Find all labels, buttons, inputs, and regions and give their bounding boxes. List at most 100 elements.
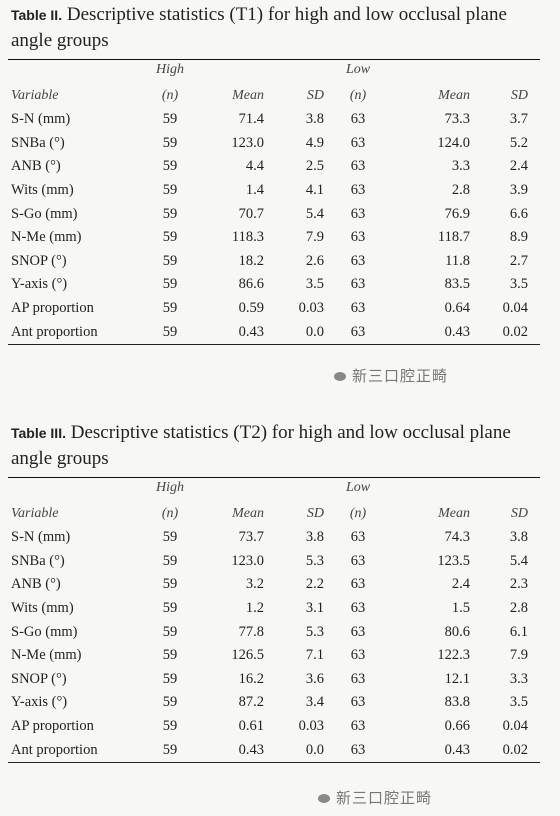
table-caption: Table II. Descriptive statistics (T1) fo…	[8, 2, 540, 53]
cell-low-sd: 7.9	[509, 647, 528, 664]
cell-low-n: 63	[350, 205, 366, 222]
table-caption: Table III. Descriptive statistics (T2) f…	[8, 420, 540, 471]
cell-high-sd: 5.3	[305, 623, 324, 640]
row-padding	[528, 522, 540, 550]
cell-low-sd: 2.4	[509, 158, 528, 175]
cell-low-mean: 83.5	[444, 276, 470, 293]
cell-low-n: 63	[350, 552, 366, 569]
cell-high-mean: 16.2	[238, 670, 264, 687]
cell-high-sd: 0.03	[298, 300, 324, 317]
cell-high-mean: 123.0	[231, 134, 264, 151]
row-padding	[528, 297, 540, 321]
row-padding	[528, 155, 540, 179]
cell-high-mean: 1.4	[245, 182, 264, 199]
row-variable: N-Me (mm)	[11, 229, 82, 246]
cell-high-n: 59	[162, 741, 178, 758]
cell-low-mean: 0.43	[444, 323, 470, 340]
table-row: SNBa (°) 59 123.0 4.9 63 124.0 5.2	[8, 132, 540, 156]
row-padding	[528, 644, 540, 668]
cell-low-sd: 3.8	[509, 529, 528, 546]
cell-high-n: 59	[162, 647, 178, 664]
cell-high-sd: 5.3	[305, 552, 324, 569]
row-variable: SNBa (°)	[11, 552, 65, 569]
row-variable: AP proportion	[11, 718, 94, 735]
row-variable: ANB (°)	[11, 158, 61, 175]
col-sd-low: SD	[510, 88, 528, 103]
row-variable: SNOP (°)	[11, 252, 67, 269]
row-variable: Ant proportion	[11, 741, 98, 758]
watermark-text: 新三口腔正畸	[352, 367, 449, 385]
cell-high-n: 59	[162, 529, 178, 546]
cell-low-mean: 123.5	[437, 552, 470, 569]
cell-high-sd: 3.6	[305, 670, 324, 687]
table-header: High Low Variable (n) Mean SD (n) Mean S…	[8, 478, 540, 522]
table-row: AP proportion 59 0.59 0.03 63 0.64 0.04	[8, 297, 540, 321]
table-row: ANB (°) 59 4.4 2.5 63 3.3 2.4	[8, 155, 540, 179]
table-row: N-Me (mm) 59 118.3 7.9 63 118.7 8.9	[8, 226, 540, 250]
cell-low-mean: 118.7	[437, 229, 470, 246]
table-body: S-N (mm) 59 71.4 3.8 63 73.3 3.7 SNBa (°) 59 123.…	[8, 104, 540, 344]
row-variable: Y-axis (°)	[11, 694, 68, 711]
row-padding	[528, 668, 540, 692]
row-padding	[528, 620, 540, 644]
cell-low-n: 63	[350, 694, 366, 711]
cell-low-mean: 83.8	[444, 694, 470, 711]
wechat-icon	[318, 794, 330, 803]
cell-high-mean: 18.2	[238, 252, 264, 269]
row-padding	[528, 320, 540, 344]
group-high-label: High	[156, 480, 184, 495]
cell-high-n: 59	[162, 576, 178, 593]
wechat-icon	[334, 372, 346, 381]
cell-high-sd: 4.9	[305, 134, 324, 151]
cell-low-n: 63	[350, 600, 366, 617]
group-low-label: Low	[345, 480, 371, 495]
row-padding	[528, 132, 540, 156]
row-variable: S-N (mm)	[11, 111, 71, 128]
row-padding	[528, 104, 540, 132]
cell-high-n: 59	[162, 111, 178, 128]
cell-high-mean: 71.4	[238, 111, 264, 128]
cell-high-sd: 0.03	[298, 718, 324, 735]
table-row: Y-axis (°) 59 87.2 3.4 63 83.8 3.5	[8, 691, 540, 715]
cell-low-n: 63	[350, 529, 366, 546]
cell-high-n: 59	[162, 670, 178, 687]
col-n-low: (n)	[349, 506, 367, 521]
col-variable: Variable	[11, 506, 59, 521]
row-variable: S-Go (mm)	[11, 623, 78, 640]
row-padding	[528, 202, 540, 226]
table-row: S-Go (mm) 59 70.7 5.4 63 76.9 6.6	[8, 202, 540, 226]
row-variable: S-N (mm)	[11, 529, 71, 546]
cell-low-n: 63	[350, 229, 366, 246]
cell-low-mean: 80.6	[444, 623, 470, 640]
cell-low-mean: 2.4	[451, 576, 470, 593]
cell-high-n: 59	[162, 158, 178, 175]
cell-low-mean: 2.8	[451, 182, 470, 199]
cell-low-sd: 3.5	[509, 694, 528, 711]
col-n-low: (n)	[349, 88, 367, 103]
cell-high-n: 59	[162, 229, 178, 246]
cell-low-mean: 122.3	[437, 647, 470, 664]
cell-low-sd: 5.4	[509, 552, 528, 569]
cell-high-n: 59	[162, 205, 178, 222]
cell-low-n: 63	[350, 623, 366, 640]
cell-low-sd: 0.02	[502, 741, 528, 758]
cell-high-sd: 7.1	[305, 647, 324, 664]
row-padding	[528, 179, 540, 203]
watermark: 新三口腔正畸	[318, 787, 432, 808]
cell-high-n: 59	[162, 623, 178, 640]
cell-high-mean: 4.4	[245, 158, 264, 175]
cell-low-n: 63	[350, 300, 366, 317]
table-label: Table III.	[11, 425, 66, 441]
row-padding	[528, 715, 540, 739]
col-mean-low: Mean	[438, 88, 470, 103]
cell-low-n: 63	[350, 134, 366, 151]
cell-high-sd: 3.1	[305, 600, 324, 617]
table-row: Wits (mm) 59 1.4 4.1 63 2.8 3.9	[8, 179, 540, 203]
group-low-label: Low	[345, 62, 371, 77]
row-padding	[528, 250, 540, 274]
cell-high-mean: 73.7	[238, 529, 264, 546]
table-header: High Low Variable (n) Mean SD (n) Mean S…	[8, 60, 540, 104]
table-title: Descriptive statistics (T2) for high and…	[11, 422, 511, 469]
cell-low-n: 63	[350, 670, 366, 687]
